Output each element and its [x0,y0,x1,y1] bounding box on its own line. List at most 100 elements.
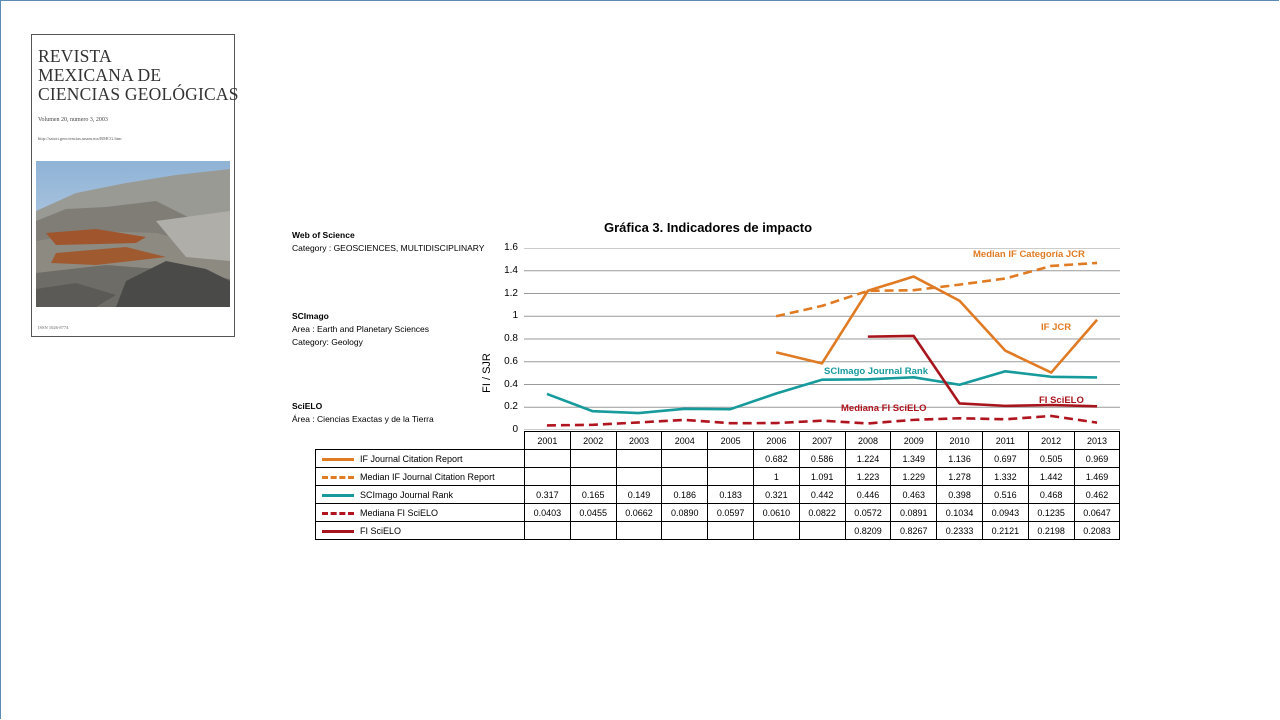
table-row: Mediana FI SciELO 0.0403 0.0455 0.0662 0.089… [315,503,1121,522]
wos-title: Web of Science [292,230,355,240]
table-cell: 0.0610 [752,503,800,522]
table-cell: 0.2121 [981,521,1029,540]
table-row: IF Journal Citation Report 0.682 0.586 1.22… [315,449,1121,468]
journal-cover: REVISTA MEXICANA DE CIENCIAS GEOLÓGICAS … [31,34,238,337]
table-cell: 0.186 [661,485,709,504]
table-cell: 0.317 [524,485,571,504]
table-header-cell: 2011 [981,431,1029,450]
data-table: 2001 2002 2003 2004 2005 2006 2007 2008 2009 2010… [315,431,1121,540]
table-cell: 0.8267 [890,521,938,540]
table-header-cell: 2005 [707,431,754,450]
table-cell: 0.1034 [936,503,983,522]
table-cell [524,449,571,468]
wos-category: Category : GEOSCIENCES, MULTIDISCIPLINAR… [292,243,485,253]
series-line-if-jcr [775,275,1099,374]
table-row: Median IF Journal Citation Report 1 1.091 1… [315,467,1121,486]
table-cell: 1.278 [936,467,983,486]
table-cell: 0.586 [798,449,846,468]
table-cell: 0.183 [707,485,754,504]
series-line-fi-scielo [867,334,1098,408]
scimago-title: SCImago [292,311,329,321]
table-cell [707,449,754,468]
table-header-cell: 2004 [661,431,709,450]
legend-cell: Median IF Journal Citation Report [315,467,525,486]
table-row: SCImago Journal Rank 0.317 0.165 0.149 0.186… [315,485,1121,504]
scimago-block: SCImago Area : Earth and Planetary Scien… [292,310,429,349]
y-tick-label: 0.8 [504,333,518,344]
scimago-area: Area : Earth and Planetary Sciences [292,324,430,334]
scielo-block: SciELO Área : Ciencias Exactas y de la T… [292,400,434,426]
table-header-cell: 2006 [752,431,800,450]
table-corner [316,432,525,450]
table-cell: 0.2333 [936,521,983,540]
scielo-title: SciELO [292,401,323,411]
series-label: FI SciELO [1039,395,1084,406]
table-cell [707,467,754,486]
table-cell: 0.516 [981,485,1029,504]
table-cell [615,449,663,468]
series-line-mediana-fi-scielo [546,414,1098,427]
table-header-cell: 2012 [1027,431,1075,450]
table-cell: 1.136 [936,449,983,468]
legend-line [322,493,354,497]
table-cell: 1.332 [981,467,1029,486]
cover-issn: ISSN 1026-8774 [38,325,69,330]
table-cell [615,521,663,540]
chart-title: Gráfica 3. Indicadores de impacto [604,220,813,235]
cover-title: REVISTA MEXICANA DE CIENCIAS GEOLÓGICAS [38,47,239,104]
legend-cell: SCImago Journal Rank [315,485,525,504]
y-tick-label: 0.6 [504,355,518,367]
y-tick-label: 1.4 [504,264,518,276]
table-cell: 0.0662 [615,503,663,522]
legend-label: FI SciELO [360,525,402,536]
table-cell: 1.442 [1027,467,1075,486]
table-header-cell: 2010 [936,431,983,450]
table-cell: 0.165 [569,485,617,504]
table-header-cell: 2009 [890,431,938,450]
cover-title-line: REVISTA [38,46,112,66]
table-cell [569,449,617,468]
table-cell [661,467,709,486]
table-cell [661,449,709,468]
table-cell: 0.0891 [890,503,938,522]
series-label: Median IF Categoría JCR [973,249,1085,260]
scielo-area: Área : Ciencias Exactas y de la Tierra [292,414,434,424]
legend-label: Mediana FI SciELO [360,507,439,518]
table-cell: 1.091 [798,467,846,486]
cover-title-line: MEXICANA DE [38,65,162,85]
table-cell: 0.468 [1027,485,1075,504]
series-label: IF JCR [1041,322,1072,333]
table-cell: 0.398 [936,485,983,504]
y-tick-label: 0.2 [504,401,518,413]
table-cell: 0.505 [1027,449,1075,468]
table-cell: 0.969 [1073,449,1121,468]
table-cell: 1.469 [1073,467,1121,486]
table-cell [661,521,709,540]
table-header-cell: 2001 [524,431,571,450]
table-cell: 0.1235 [1027,503,1075,522]
y-tick-label: 1.2 [504,287,518,299]
line-chart [524,248,1120,430]
table-header-cell: 2007 [798,431,846,450]
table-row: FI SciELO 0.8209 0.8267 0.2333 0.2121 0.2198 0… [315,521,1121,540]
table-cell: 0.0943 [981,503,1029,522]
table-cell [524,467,571,486]
table-header-row: 2001 2002 2003 2004 2005 2006 2007 2008 2009 2010… [316,431,1121,450]
cover-url: http://satori.geociencias.unam.mx/RMCG.h… [38,136,122,141]
y-tick-label: 1 [512,310,518,322]
series-label: Mediana FI SciELO [841,403,927,414]
table-cell: 0.0455 [569,503,617,522]
table-cell: 0.682 [752,449,800,468]
table-cell: 0.0572 [844,503,892,522]
table-cell [707,521,754,540]
table-header-cell: 2003 [615,431,663,450]
table-cell: 0.462 [1073,485,1121,504]
table-cell: 0.149 [615,485,663,504]
table-header-cell: 2008 [844,431,892,450]
legend-label: SCImago Journal Rank [360,489,454,500]
table-cell: 0.2198 [1027,521,1075,540]
table-cell: 0.0597 [707,503,754,522]
table-cell [569,521,617,540]
table-cell: 1.229 [890,467,938,486]
